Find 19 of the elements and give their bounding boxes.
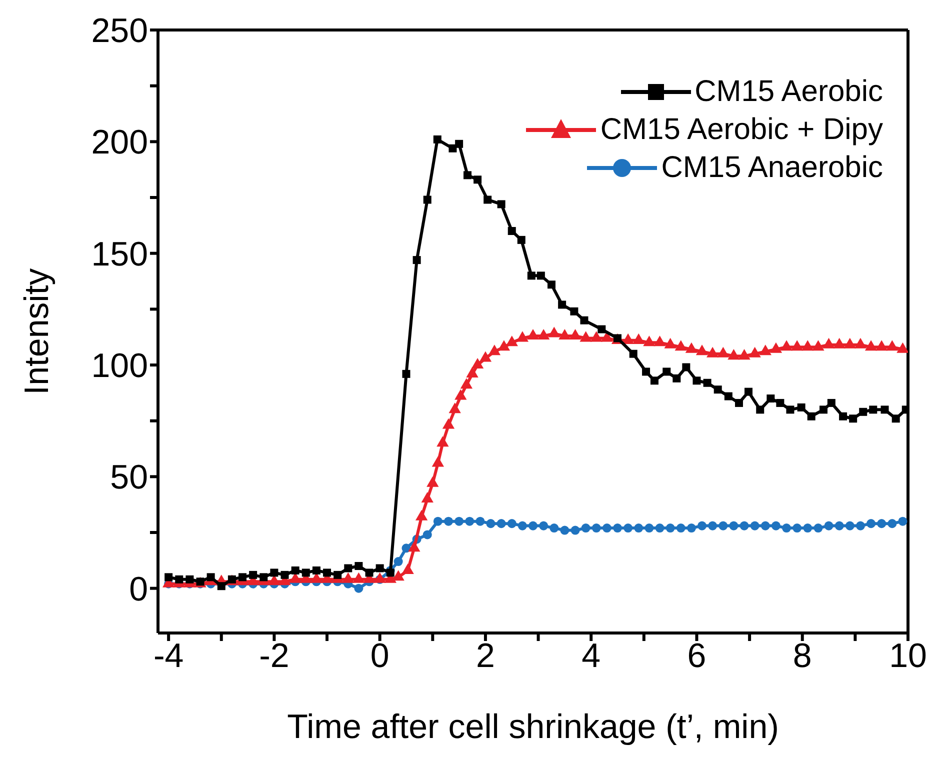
- x-tick-label: 8: [792, 637, 812, 676]
- y-tick-label: 150: [91, 235, 148, 274]
- x-tick-label: 2: [476, 637, 495, 676]
- y-tick-label: 0: [129, 570, 148, 608]
- legend-label: CM15 Anaerobic: [661, 150, 883, 186]
- x-axis-title: Time after cell shrinkage (t’, min): [287, 708, 779, 746]
- y-tick-label: 50: [110, 458, 148, 497]
- x-tick-label: -4: [153, 637, 184, 676]
- x-tick-label: 0: [370, 637, 390, 676]
- y-tick-label: 100: [91, 347, 148, 386]
- legend-label: CM15 Aerobic + Dipy: [600, 112, 883, 148]
- y-tick-label: 200: [91, 124, 148, 162]
- x-tick-label: 4: [582, 637, 601, 676]
- legend-label: CM15 Aerobic: [694, 74, 883, 110]
- y-tick-label: 250: [91, 12, 148, 50]
- x-tick-label: 10: [889, 637, 927, 676]
- x-tick-label: 6: [687, 637, 706, 676]
- x-tick-label: -2: [259, 637, 290, 676]
- y-axis-title: Intensity: [18, 268, 56, 395]
